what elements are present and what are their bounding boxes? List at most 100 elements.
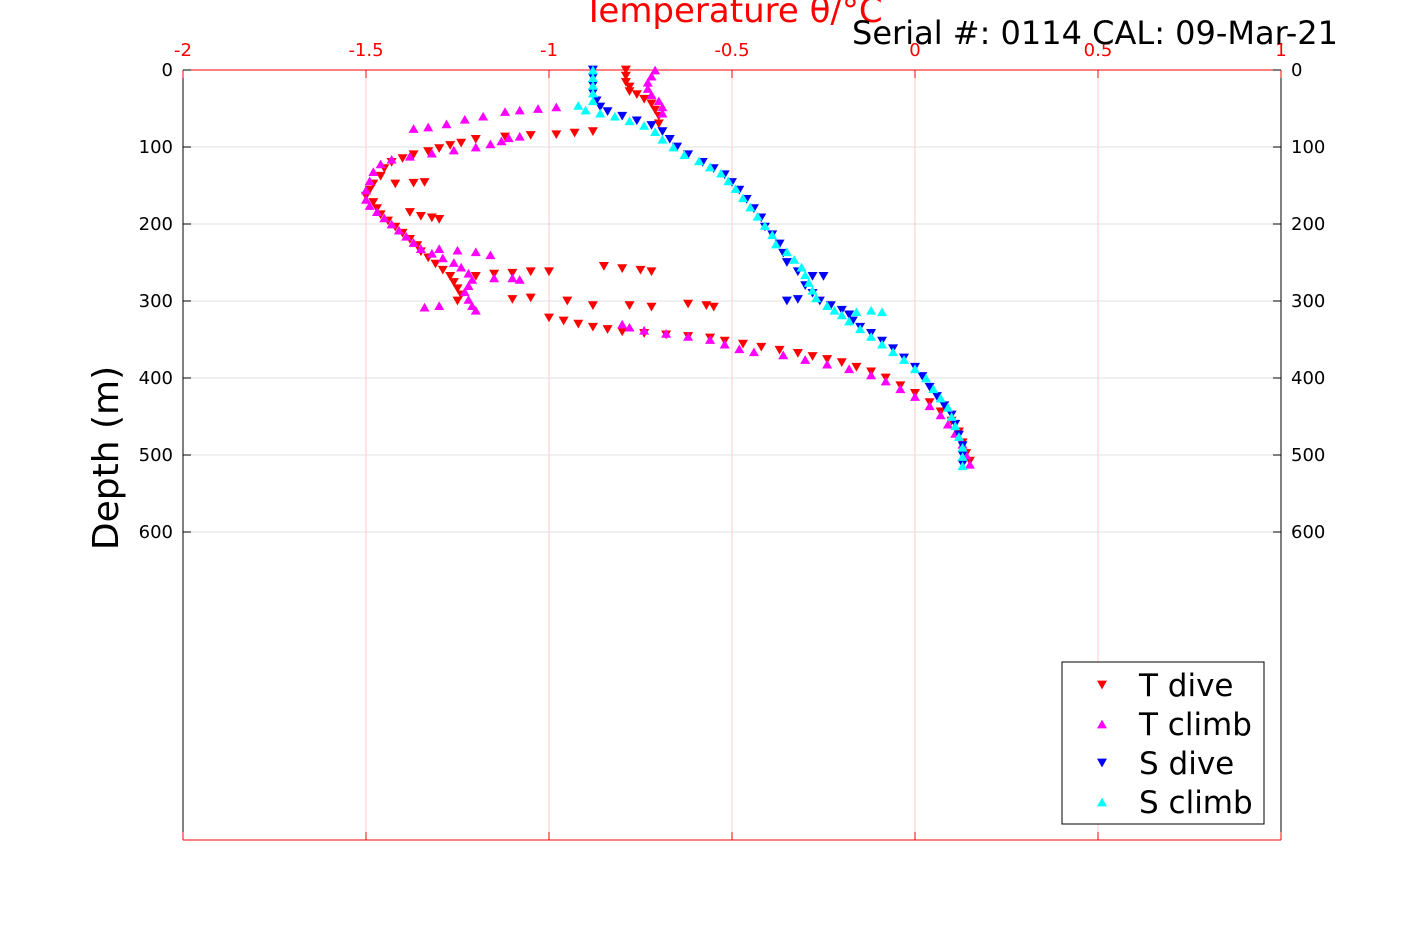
data-point <box>503 133 514 143</box>
data-point <box>463 268 474 278</box>
data-point <box>445 141 456 150</box>
data-point <box>836 305 847 315</box>
y-tick-label-left: 500 <box>139 445 173 466</box>
data-point <box>463 281 474 290</box>
data-point <box>364 201 375 210</box>
data-point <box>639 325 650 335</box>
data-point <box>470 134 481 144</box>
data-point <box>653 96 664 106</box>
data-point <box>796 262 807 272</box>
data-point <box>397 154 408 163</box>
data-point <box>415 244 426 253</box>
data-point <box>957 442 968 452</box>
data-point <box>401 231 412 241</box>
data-point <box>668 142 679 152</box>
data-point <box>877 307 888 317</box>
data-point <box>829 305 840 315</box>
legend-marker <box>1097 797 1107 807</box>
chart-title: Temperature θ/°C <box>582 0 882 31</box>
data-point <box>496 136 507 146</box>
data-point <box>386 154 397 164</box>
data-point <box>752 211 763 221</box>
data-point <box>624 82 635 92</box>
data-point <box>759 221 770 230</box>
data-point <box>935 393 946 403</box>
data-point <box>737 339 748 349</box>
data-point <box>836 310 847 320</box>
data-point <box>624 301 635 310</box>
y-tick-label-left: 400 <box>139 368 173 389</box>
data-point <box>408 124 419 133</box>
data-point <box>836 358 847 367</box>
data-point <box>551 102 562 112</box>
data-point <box>459 287 470 297</box>
data-point <box>928 384 939 394</box>
data-point <box>851 362 862 372</box>
data-point <box>485 250 496 260</box>
data-point <box>617 319 628 329</box>
data-point <box>635 265 646 275</box>
y-tick-label-right: 400 <box>1291 368 1325 389</box>
data-point <box>624 322 635 332</box>
data-point <box>364 176 375 186</box>
data-point <box>737 193 748 203</box>
data-point <box>950 421 961 431</box>
y-tick-label-right: 100 <box>1291 137 1325 158</box>
data-point <box>620 71 631 81</box>
data-point <box>664 134 675 144</box>
x-tick-label: -2 <box>174 40 192 61</box>
serial-annotation: Serial #: 0114 CAL: 09-Mar-21 <box>852 14 1338 52</box>
data-point <box>646 99 657 109</box>
data-point <box>470 272 481 281</box>
legend-marker <box>1097 719 1107 729</box>
data-point <box>514 131 525 141</box>
data-point <box>525 131 536 140</box>
data-point <box>931 392 942 401</box>
data-point <box>587 88 598 98</box>
data-point <box>371 207 382 217</box>
x-tick-label: -0.5 <box>714 40 749 61</box>
data-point <box>430 259 441 269</box>
data-point <box>642 77 653 87</box>
data-point <box>807 285 818 295</box>
data-point <box>467 275 478 284</box>
data-point <box>964 459 975 469</box>
data-point <box>408 178 419 188</box>
data-point <box>426 248 437 258</box>
data-point <box>844 316 855 326</box>
data-point <box>855 324 866 334</box>
data-point <box>730 184 741 193</box>
x-tick-label: -1 <box>540 40 558 61</box>
data-point <box>602 107 613 116</box>
data-point <box>888 347 899 357</box>
data-point <box>942 419 953 429</box>
data-point <box>642 84 653 93</box>
data-point <box>459 114 470 124</box>
data-point <box>434 301 445 310</box>
data-point <box>774 345 785 355</box>
data-point <box>899 355 910 364</box>
data-point <box>624 116 635 126</box>
data-point <box>448 145 459 155</box>
legend-label: T climb <box>1138 707 1252 743</box>
data-point <box>639 94 650 104</box>
data-point <box>375 171 386 181</box>
data-point <box>800 270 811 280</box>
data-point <box>748 347 759 357</box>
data-point <box>587 73 598 83</box>
data-point <box>650 65 661 75</box>
data-point <box>646 90 657 99</box>
data-point <box>657 134 668 144</box>
data-point <box>452 245 463 255</box>
data-point <box>844 364 855 374</box>
data-point <box>595 102 606 112</box>
data-point <box>631 116 642 126</box>
data-point <box>368 198 379 207</box>
data-point <box>679 150 690 160</box>
data-point <box>445 272 456 281</box>
data-point <box>657 102 668 112</box>
data-point <box>434 215 445 224</box>
data-point <box>957 461 968 471</box>
data-point <box>646 121 657 130</box>
data-point <box>789 255 800 264</box>
